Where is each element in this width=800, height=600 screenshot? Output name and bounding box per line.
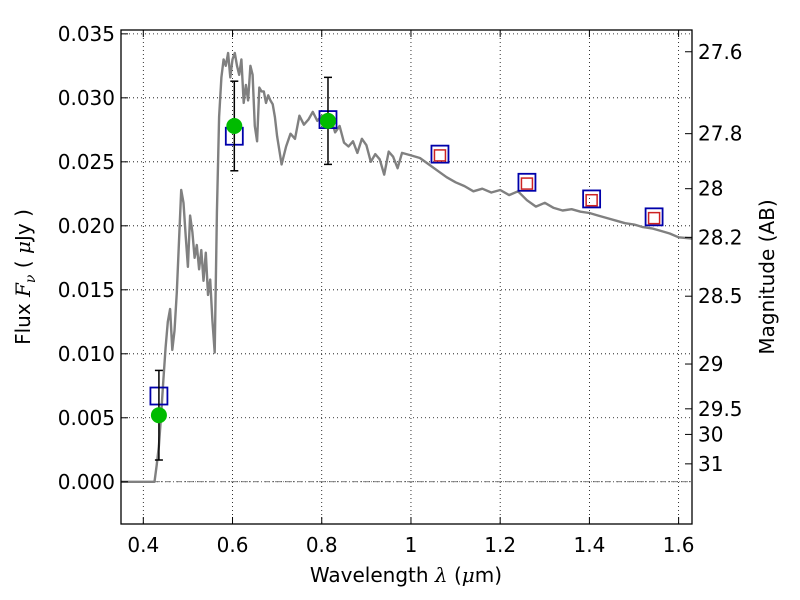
magnitude-tick-label: 27.8 (698, 122, 743, 146)
magnitude-tick-label: 28 (698, 177, 723, 201)
model-box-marker (647, 211, 661, 225)
y-tick-label: 0.025 (58, 150, 115, 174)
x-tick-label: 0.6 (217, 533, 249, 557)
sed-model-line (121, 51, 693, 483)
y2-axis-label: Magnitude (AB) (755, 199, 779, 354)
y-tick-label: 0.030 (58, 86, 115, 110)
x-tick-label: 0.8 (306, 533, 338, 557)
series-layer (121, 51, 693, 483)
magnitude-tick-label: 28.5 (698, 284, 743, 308)
magnitude-tick-label: 31 (698, 452, 723, 476)
x-tick-label: 1.2 (484, 533, 516, 557)
photometry-box-marker (644, 207, 664, 227)
x-tick-label: 1.6 (663, 533, 695, 557)
y-tick-label: 0.035 (58, 22, 115, 46)
x-tick-label: 1.4 (573, 533, 605, 557)
magnitude-tick-label: 29 (698, 352, 723, 376)
y-tick-label: 0.005 (58, 406, 115, 430)
photometry-box-marker (517, 172, 537, 192)
y-tick-label: 0.020 (58, 214, 115, 238)
plot-frame (120, 29, 693, 525)
axis-ticks: 0.4 0.6 0.8 1 1.2 1.4 1.6 0.000 0.005 0.010 0.015 0… (58, 22, 743, 557)
observed-flux-point (150, 407, 167, 424)
model-box-marker (433, 149, 447, 162)
magnitude-tick-label: 27.6 (698, 40, 743, 64)
observed-flux-point (226, 117, 243, 134)
model-box-marker (520, 177, 534, 190)
observed-flux-point (319, 112, 336, 129)
magnitude-tick-label: 28.2 (698, 225, 743, 249)
model-box-marker (585, 193, 598, 207)
x-tick-label: 1 (405, 533, 418, 557)
magnitude-tick-label: 30 (698, 422, 723, 446)
photometry-box-marker (582, 189, 602, 209)
y-tick-label: 0.000 (58, 470, 115, 494)
magnitude-tick-label: 29.5 (698, 397, 743, 421)
y-tick-label: 0.015 (58, 278, 115, 302)
photometry-box-marker (430, 144, 450, 164)
y-axis-label: Flux Fν ( μJy ) (11, 209, 39, 345)
y-tick-label: 0.010 (58, 342, 115, 366)
x-tick-label: 0.4 (127, 533, 159, 557)
x-axis-label: Wavelength λ (μm) (310, 563, 502, 587)
